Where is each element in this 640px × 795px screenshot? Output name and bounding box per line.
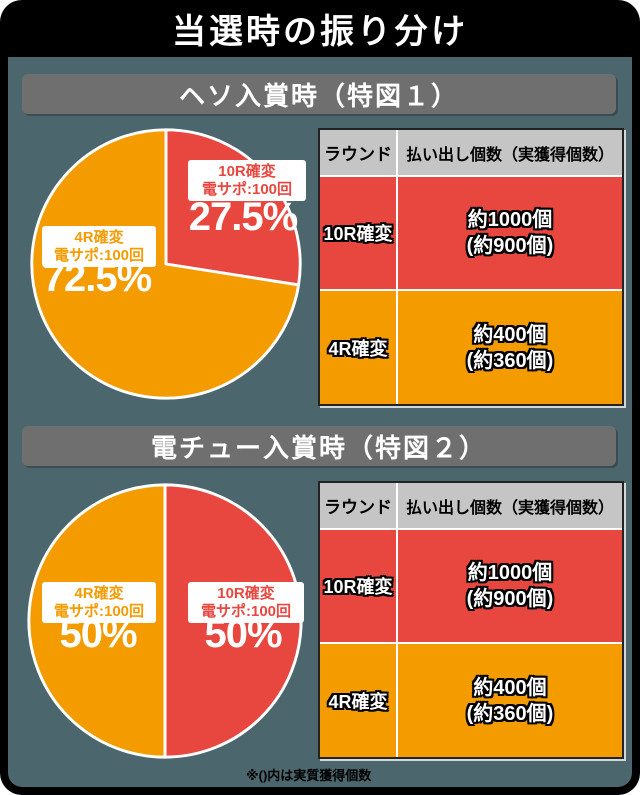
section-header-heso: ヘソ入賞時（特図１） bbox=[22, 74, 616, 114]
section-header-dentyu: 電チュー入賞時（特図２） bbox=[22, 426, 616, 466]
payout-table-dentyu: ラウンド 払い出し個数（実獲得個数） 10R確変 約1000個 (約900個) … bbox=[318, 481, 624, 759]
pie1-pct-4r: 72.5% bbox=[42, 256, 152, 300]
pie2-label-4r-line1: 4R確変 bbox=[74, 585, 124, 602]
pie1-label-4r-line2: 電サポ:100回 bbox=[53, 246, 145, 264]
page-title: 当選時の振り分け bbox=[172, 13, 468, 51]
pie2-label-10r-line1: 10R確変 bbox=[217, 585, 275, 602]
table2-row2-payout-line1: 約400個 bbox=[473, 676, 547, 699]
pie2-label-4r: 4R確変 電サポ:100回 bbox=[42, 582, 156, 624]
payout-table-heso: ラウンド 払い出し個数（実獲得個数） 10R確変 約1000個 (約900個) … bbox=[318, 128, 624, 406]
table1-row2-payout-line1: 約400個 bbox=[473, 323, 547, 346]
table1-row1-payout-line1: 約1000個 bbox=[467, 209, 553, 231]
table2-header-payout: 払い出し個数（実獲得個数） bbox=[398, 483, 622, 528]
pie1-label-10r: 10R確変 電サポ:100回 bbox=[188, 160, 306, 202]
pie1-label-10r-line2: 電サポ:100回 bbox=[201, 180, 293, 198]
table2-row2-round: 4R確変 bbox=[320, 644, 396, 757]
table1-header-round: ラウンド bbox=[320, 130, 396, 175]
pie2-label-4r-line2: 電サポ:100回 bbox=[53, 602, 145, 620]
section-header-heso-label: ヘソ入賞時（特図１） bbox=[178, 80, 459, 111]
pie1-label-10r-line1: 10R確変 bbox=[218, 163, 276, 180]
pie1-label-4r: 4R確変 電サポ:100回 bbox=[42, 226, 156, 268]
pie2-pct-4r: 50% bbox=[59, 612, 137, 656]
table1-header-payout: 払い出し個数（実獲得個数） bbox=[398, 130, 622, 175]
pie2-label-10r-line2: 電サポ:100回 bbox=[200, 602, 292, 620]
pie2-label-10r: 10R確変 電サポ:100回 bbox=[188, 582, 304, 624]
table1-row2-payout-line2: (約360個) bbox=[466, 349, 554, 372]
table2-row1-payout-line2: (約900個) bbox=[466, 588, 554, 610]
footnote: ※()内は実質獲得個数 bbox=[246, 768, 372, 783]
section-header-dentyu-label: 電チュー入賞時（特図２） bbox=[150, 432, 487, 463]
pie1-label-4r-line1: 4R確変 bbox=[74, 229, 124, 246]
table2-row2-payout: 約400個 (約360個) bbox=[398, 644, 622, 757]
table1-row2-payout: 約400個 (約360個) bbox=[398, 291, 622, 404]
table2-row2-payout-line2: (約360個) bbox=[466, 702, 554, 725]
table2-row1-round: 10R確変 bbox=[320, 530, 396, 642]
table2-row1-payout: 約1000個 (約900個) bbox=[398, 530, 622, 642]
table2-header-round: ラウンド bbox=[320, 483, 396, 528]
table1-row1-payout: 約1000個 (約900個) bbox=[398, 177, 622, 289]
title-band: 当選時の振り分け bbox=[0, 0, 640, 57]
table2-row1-payout-line1: 約1000個 bbox=[467, 562, 553, 584]
pie2-pct-10r: 50% bbox=[204, 612, 282, 656]
table1-row2-round: 4R確変 bbox=[320, 291, 396, 404]
table1-row1-round: 10R確変 bbox=[320, 177, 396, 289]
pie1-pct-10r: 27.5% bbox=[188, 195, 298, 239]
table1-row1-payout-line2: (約900個) bbox=[466, 235, 554, 257]
